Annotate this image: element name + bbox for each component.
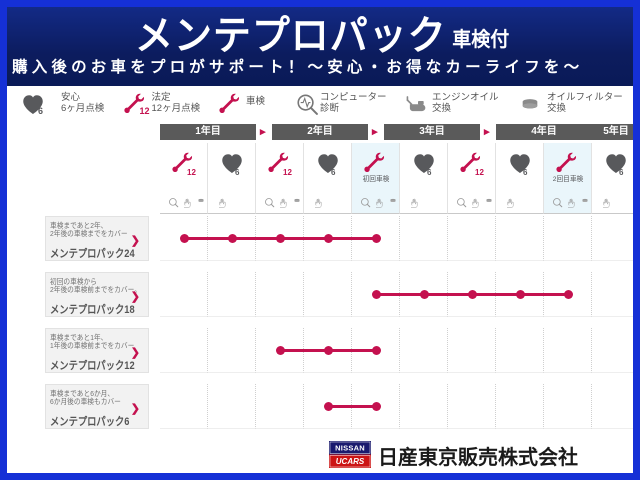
svg-text:NISSAN: NISSAN (335, 444, 365, 453)
svg-text:UCARS: UCARS (336, 457, 365, 466)
